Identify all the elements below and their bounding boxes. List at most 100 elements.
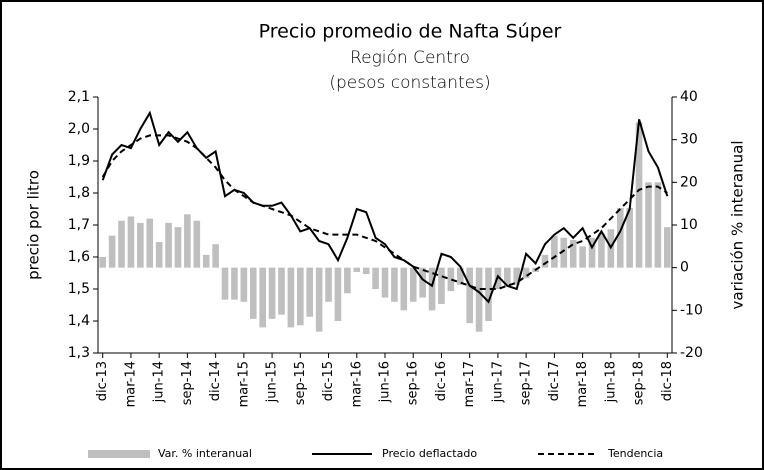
x-tick-label: jun-16: [378, 361, 393, 403]
bar: [428, 267, 436, 311]
bar: [362, 267, 370, 275]
bar: [466, 267, 473, 324]
chart-subtitle: Región Centro: [350, 48, 470, 68]
bar: [438, 267, 445, 304]
x-tick-label: sep-16: [406, 361, 421, 405]
bar: [560, 237, 568, 268]
y-tick-label: 1,8: [68, 185, 90, 201]
line: [101, 134, 668, 290]
bar: [485, 267, 492, 321]
bar: [522, 267, 530, 279]
bar: [344, 267, 351, 294]
x-tick-label: mar-16: [349, 361, 364, 407]
x-tick-label: mar-15: [236, 361, 251, 407]
bar: [456, 267, 464, 285]
bar: [249, 267, 257, 319]
bar: [654, 182, 662, 268]
y2-tick-label: -20: [680, 345, 703, 361]
y-tick-label: 2,0: [68, 121, 90, 137]
bar: [212, 244, 219, 268]
bar: [663, 227, 671, 268]
bar: [202, 254, 210, 268]
bar: [598, 233, 605, 268]
bar: [268, 267, 276, 319]
x-tick-label: jun-15: [265, 361, 280, 403]
x-tick-label: sep-17: [519, 361, 534, 405]
x-tick-label: mar-17: [462, 361, 477, 407]
bar: [118, 220, 125, 268]
x-tick-label: dic-18: [660, 361, 675, 401]
bar: [315, 267, 323, 332]
y2-tick-label: 40: [680, 89, 698, 105]
bar: [569, 239, 577, 268]
bar: [391, 267, 398, 302]
y-tick-label: 2,1: [68, 89, 90, 105]
bar: [193, 220, 201, 268]
x-tick-label: mar-14: [123, 361, 138, 407]
bar: [137, 222, 144, 268]
bar: [447, 267, 455, 292]
y-tick-label: 1,5: [68, 281, 90, 297]
bar: [127, 216, 135, 268]
bar: [146, 218, 154, 268]
chart-title: Precio promedio de Nafta Súper: [259, 21, 562, 43]
bar: [259, 267, 266, 328]
y2-tick-label: 0: [680, 260, 689, 276]
x-tick-label: jun-18: [603, 361, 618, 403]
bar: [645, 182, 652, 268]
bar: [353, 267, 361, 272]
y-axis-label: precio por litro: [25, 170, 43, 280]
bar: [99, 257, 107, 268]
x-tick-label: mar-18: [575, 361, 590, 407]
bar: [108, 235, 116, 268]
y2-tick-label: 30: [680, 132, 698, 148]
bar: [221, 267, 229, 300]
legend-label: Precio deflactado: [382, 447, 477, 460]
bar: [504, 267, 511, 287]
bar: [231, 267, 238, 300]
bar: [475, 267, 483, 332]
y-tick-label: 1,7: [68, 217, 90, 233]
bar: [325, 267, 332, 302]
bar: [513, 267, 521, 285]
x-tick-label: dic-16: [434, 361, 449, 401]
bar: [400, 267, 408, 311]
chart-subtitle: (pesos constantes): [329, 73, 490, 93]
y2-tick-label: -10: [680, 302, 703, 318]
bar: [381, 267, 389, 298]
bar: [287, 267, 295, 328]
y-tick-label: 1,4: [68, 313, 90, 329]
legend-swatch: [88, 450, 150, 458]
bar: [588, 237, 596, 268]
bar: [616, 207, 624, 268]
legend-label: Tendencia: [607, 447, 663, 460]
x-tick-label: jun-17: [490, 361, 505, 403]
y-tick-label: 1,9: [68, 153, 90, 169]
bar: [155, 242, 163, 268]
bar: [635, 122, 643, 268]
bar: [579, 246, 586, 268]
bar: [297, 267, 304, 326]
legend-label: Var. % interanual: [158, 447, 252, 460]
x-tick-label: sep-15: [293, 361, 308, 405]
x-tick-label: dic-13: [95, 361, 110, 401]
bar: [165, 222, 172, 268]
bar: [306, 267, 314, 317]
y2-axis-label: variación % interanual: [729, 141, 747, 310]
bar: [278, 267, 285, 315]
y-tick-label: 1,6: [68, 249, 90, 265]
bar: [174, 227, 182, 268]
bar: [372, 267, 379, 289]
y2-tick-label: 20: [680, 174, 698, 190]
bar: [626, 207, 633, 268]
bar: [334, 267, 342, 321]
bar: [240, 267, 248, 302]
x-tick-label: dic-17: [547, 361, 562, 401]
x-tick-label: sep-18: [632, 361, 647, 405]
x-tick-label: sep-14: [180, 361, 195, 405]
x-tick-label: dic-14: [208, 361, 223, 401]
x-tick-label: jun-14: [152, 361, 167, 403]
bar: [541, 254, 549, 268]
y2-tick-label: 10: [680, 217, 698, 233]
